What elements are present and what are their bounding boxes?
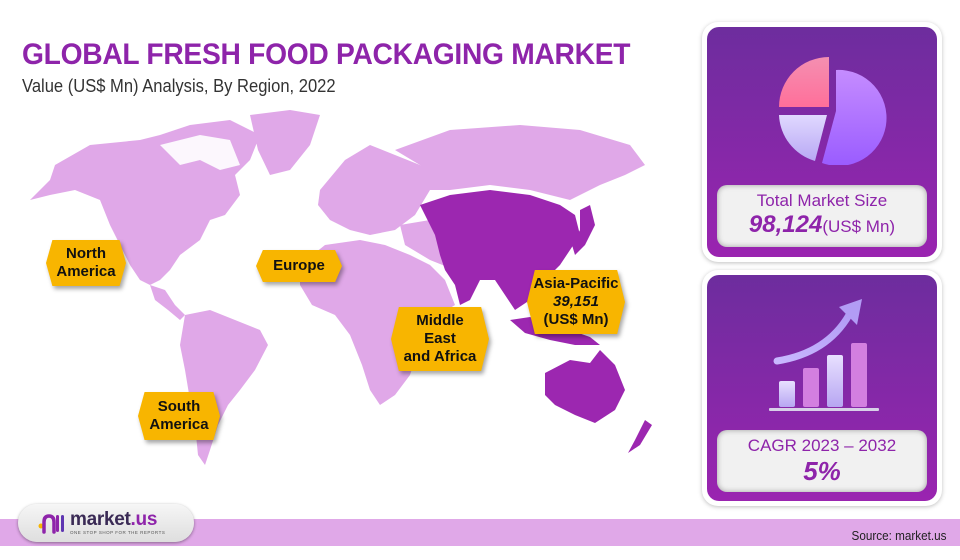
- asia-pacific-value: 39,151: [553, 293, 599, 310]
- greenland-shape: [250, 110, 320, 175]
- label-europe: Europe: [256, 250, 342, 282]
- label-south-america: South America: [138, 392, 220, 440]
- brand-logo[interactable]: market.us ONE STOP SHOP FOR THE REPORTS: [18, 504, 194, 542]
- total-market-unit: (US$ Mn): [822, 217, 896, 236]
- total-market-card: Total Market Size 98,124(US$ Mn): [702, 22, 942, 262]
- total-market-value: 98,124: [748, 211, 823, 238]
- cagr-value: 5%: [803, 456, 841, 486]
- pie-chart-icon: [779, 57, 887, 165]
- south-america-shape: [180, 310, 268, 465]
- page-title: GLOBAL FRESH FOOD PACKAGING MARKET: [22, 38, 631, 71]
- australia-shape: [545, 350, 625, 423]
- label-middle-east-africa: Middle East and Africa: [391, 307, 489, 371]
- market-us-logo-icon: [38, 514, 64, 534]
- total-market-box: Total Market Size 98,124(US$ Mn): [717, 185, 927, 247]
- label-north-america: North America: [46, 240, 126, 286]
- total-market-label: Total Market Size: [756, 191, 888, 210]
- brand-tagline: ONE STOP SHOP FOR THE REPORTS: [70, 530, 166, 536]
- label-asia-pacific: Asia-Pacific 39,151 (US$ Mn): [527, 270, 625, 334]
- brand-name: market.us: [70, 509, 158, 531]
- cagr-box: CAGR 2023 – 2032 5%: [717, 430, 927, 492]
- growth-chart-icon: [769, 299, 879, 411]
- europe-shape: [318, 145, 430, 235]
- source-text: Source: market.us: [851, 528, 946, 543]
- cagr-card: CAGR 2023 – 2032 5%: [702, 270, 942, 506]
- africa-shape: [300, 240, 455, 405]
- page-subtitle: Value (US$ Mn) Analysis, By Region, 2022: [22, 76, 336, 96]
- cagr-label: CAGR 2023 – 2032: [747, 436, 897, 455]
